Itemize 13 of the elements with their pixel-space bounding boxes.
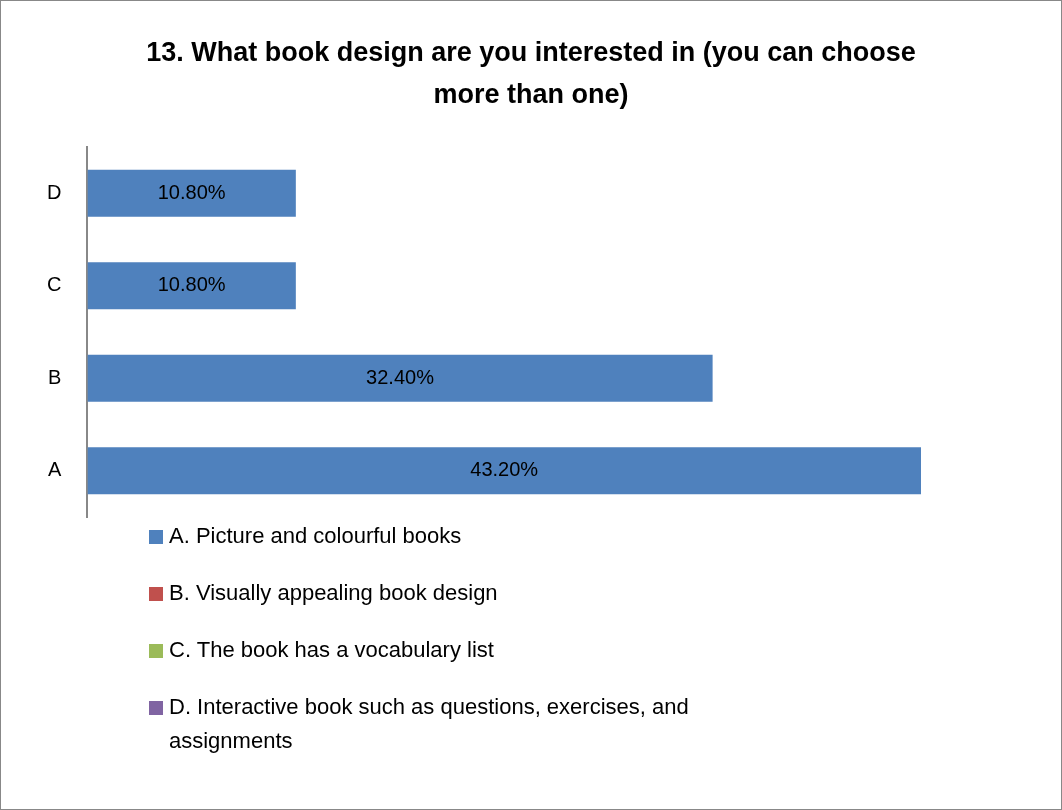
text: A. Picture and colourful books [169, 523, 462, 549]
y-tick-label: A [48, 458, 63, 481]
text: D. Interactive book such as questions, exercises, and assignments [169, 694, 689, 754]
data-label: 32.40% [366, 365, 435, 388]
text: B. Visually appealing book design [169, 580, 498, 606]
y-tick-label: C [46, 273, 62, 296]
text: C. The book has a vocabulary list [169, 637, 494, 663]
y-tick-label: D [46, 180, 62, 203]
y-tick-label: B [48, 365, 62, 388]
data-label: 10.80% [157, 273, 226, 296]
data-label: 10.80% [157, 180, 226, 203]
chart-title: 13. What book design are you interested in (you can choose more than one) [145, 36, 917, 111]
data-label: 43.20% [470, 458, 539, 481]
